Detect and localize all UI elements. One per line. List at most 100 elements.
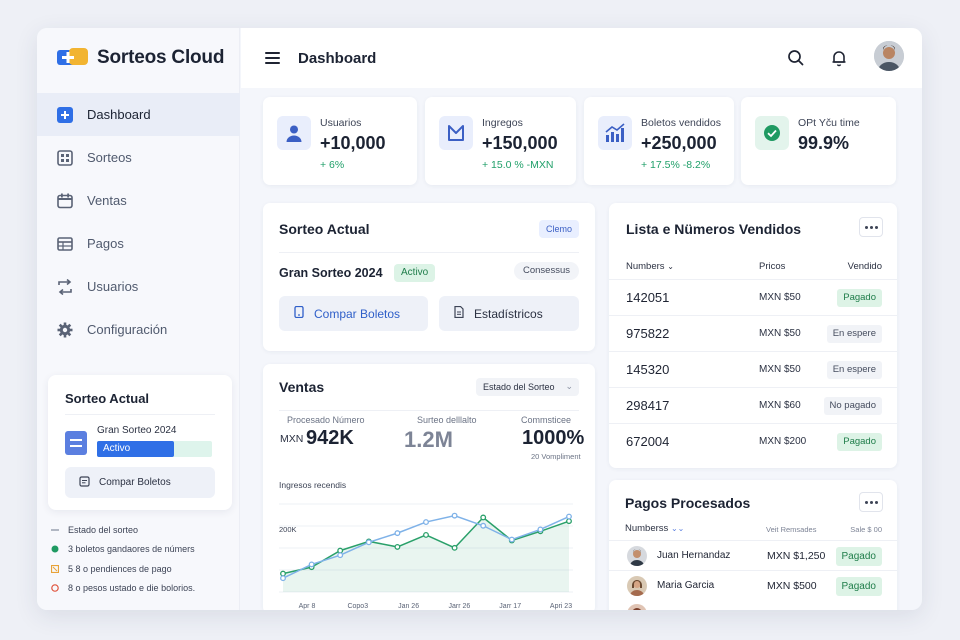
legend-text: 8 o pesos ustado e die bolorios. xyxy=(68,583,196,594)
document-icon xyxy=(65,431,87,455)
metric-value: 1.2M xyxy=(404,427,453,452)
column-header-numbers[interactable]: Numbers ⌄ xyxy=(626,261,674,272)
table-row[interactable]: 975822 MXN $50 En espere xyxy=(609,315,897,351)
data-point xyxy=(508,536,515,543)
current-raffle-card: Sorteo Actual Clemo Gran Sorteo 2024 Act… xyxy=(263,203,595,351)
brand[interactable]: Sorteos Cloud xyxy=(57,46,224,70)
sidebar-item-sorteos[interactable]: Sorteos xyxy=(37,136,240,179)
sidebar-item-label: Sorteos xyxy=(87,150,132,165)
ticket-price: MXN $50 xyxy=(759,364,801,375)
raffle-state-dropdown[interactable]: Estado del Sorteo ⌄ xyxy=(476,378,579,396)
search-icon[interactable] xyxy=(786,48,806,68)
legend-item: Estado del sorteo xyxy=(51,520,195,540)
user-avatar[interactable] xyxy=(874,41,904,71)
column-header-status: Sale $ 00 xyxy=(850,525,882,534)
swap-icon xyxy=(57,278,73,295)
data-point xyxy=(480,514,487,521)
data-point xyxy=(566,518,572,525)
menu-icon[interactable] xyxy=(265,52,280,64)
sidebar-item-ventas[interactable]: Ventas xyxy=(37,179,240,222)
sidebar: Sorteos Cloud Dashboard Sorteos Ventas xyxy=(37,28,240,610)
sidebar-legend: Estado del sorteo 3 boletos gandaores de… xyxy=(50,520,196,598)
data-point xyxy=(480,522,487,529)
sidebar-item-label: Ventas xyxy=(87,193,127,208)
table-row[interactable]: 672004 MXN $200 Pagado xyxy=(609,423,897,459)
ticket-price: MXN $50 xyxy=(759,292,801,303)
grid-icon xyxy=(57,149,73,166)
raffle-badge[interactable]: Clemo xyxy=(538,220,579,238)
ticket-number: 975822 xyxy=(626,326,670,341)
avatar xyxy=(627,604,647,610)
stat-label: Ingregos xyxy=(482,117,523,129)
table-row[interactable]: 145320 MXN $50 En espere xyxy=(609,351,897,387)
buy-tickets-button[interactable]: Compar Boletos xyxy=(279,296,428,331)
box-marker-icon xyxy=(50,564,60,573)
processed-payments-card: Pagos Procesados Numberss ⌄⌄ Veit Remsad… xyxy=(609,480,897,610)
raffle-status-badge: Activo xyxy=(394,264,436,282)
more-options-icon[interactable] xyxy=(859,492,883,512)
metric-value: 1000% xyxy=(522,427,585,449)
bell-icon[interactable] xyxy=(829,48,849,68)
raffle-progress-bar: Activo xyxy=(97,441,212,457)
sales-line-chart: Ingresos recendis 200K Apr 8 Copo3 Jan 26 Jar… xyxy=(279,480,573,610)
x-tick-label: Jarr 26 xyxy=(449,603,471,610)
data-point xyxy=(394,543,401,550)
more-options-icon[interactable] xyxy=(859,217,883,237)
raffle-tag[interactable]: Consessus xyxy=(514,262,579,280)
table-row[interactable]: Juan Hernandaz MXN $1,250 Pagado xyxy=(609,540,897,570)
sidebar-raffle-name: Gran Sorteo 2024 xyxy=(97,425,177,436)
stat-card-ingresos: Ingregos +150,000 + 15.0 % -MXN xyxy=(425,97,576,185)
avatar xyxy=(627,576,647,596)
sidebar-buy-tickets-button[interactable]: Compar Boletos xyxy=(65,467,215,498)
statistics-button[interactable]: Estadístricos xyxy=(439,296,579,331)
status-badge: No pagado xyxy=(823,397,882,415)
stat-label: Usuarios xyxy=(320,117,362,129)
sidebar-item-dashboard[interactable]: Dashboard xyxy=(37,93,240,136)
document-icon xyxy=(454,305,464,321)
metric-label: Commsticee xyxy=(521,415,572,425)
sidebar-item-label: Configuración xyxy=(87,322,168,337)
ring-marker-icon xyxy=(51,584,59,593)
data-point xyxy=(394,530,401,537)
sidebar-item-configuracion[interactable]: Configuración xyxy=(37,308,240,351)
avatar xyxy=(627,546,647,566)
x-tick-label: Jarr 17 xyxy=(499,603,521,610)
sidebar-raffle-card: Sorteo Actual Gran Sorteo 2024 Activo Co… xyxy=(48,375,232,510)
table-row[interactable]: 298417 MXN $60 No pagado xyxy=(609,387,897,423)
payer-name: Juan Hernandaz xyxy=(657,550,731,561)
stat-value: 99.9% xyxy=(798,133,850,153)
data-point xyxy=(537,526,544,533)
metric-value: 942K xyxy=(306,427,354,449)
metric-label: Procesado Número xyxy=(287,415,365,425)
chart-label: Ingresos recendis xyxy=(279,480,346,490)
phone-icon xyxy=(294,305,304,321)
card-title: Lista e Nümeros Vendidos xyxy=(626,221,802,237)
table-row[interactable]: 142051 MXN $50 Pagado xyxy=(609,279,897,315)
ticket-price: MXN $60 xyxy=(759,400,801,411)
table-row[interactable]: Maria Garcia MXN $500 Pagado xyxy=(609,570,897,600)
stat-label: Boletos vendidos xyxy=(641,117,721,129)
ticket-price: MXN $50 xyxy=(759,328,801,339)
sidebar-item-label: Dashboard xyxy=(87,107,151,122)
dot-marker-icon xyxy=(51,545,59,553)
sidebar-item-usuarios[interactable]: Usuarios xyxy=(37,265,240,308)
user-icon xyxy=(277,116,311,150)
data-point xyxy=(308,561,315,568)
metric-sub: 20 Vompliment xyxy=(531,452,581,461)
y-tick-label: 200K xyxy=(279,525,297,534)
ticket-number: 145320 xyxy=(626,362,670,377)
status-badge: Pagado xyxy=(835,577,882,596)
status-badge: Pagado xyxy=(835,547,882,566)
stat-value: +250,000 xyxy=(641,133,717,153)
legend-text: 5 8 o pendiences de pago xyxy=(68,563,172,574)
payment-amount: MXN $500 xyxy=(767,580,817,592)
sidebar-item-pagos[interactable]: Pagos xyxy=(37,222,240,265)
chevron-down-icon: ⌄ xyxy=(565,381,573,391)
buy-tickets-label: Compar Boletos xyxy=(314,306,401,321)
statistics-label: Estadístricos xyxy=(474,306,543,321)
data-point xyxy=(280,570,286,577)
ticket-number: 672004 xyxy=(626,434,670,449)
payer-name: Maria Garcia xyxy=(657,580,715,591)
column-header-numbers[interactable]: Numberss ⌄⌄ xyxy=(625,523,685,534)
legend-item: 3 boletos gandaores de númers xyxy=(51,540,195,560)
